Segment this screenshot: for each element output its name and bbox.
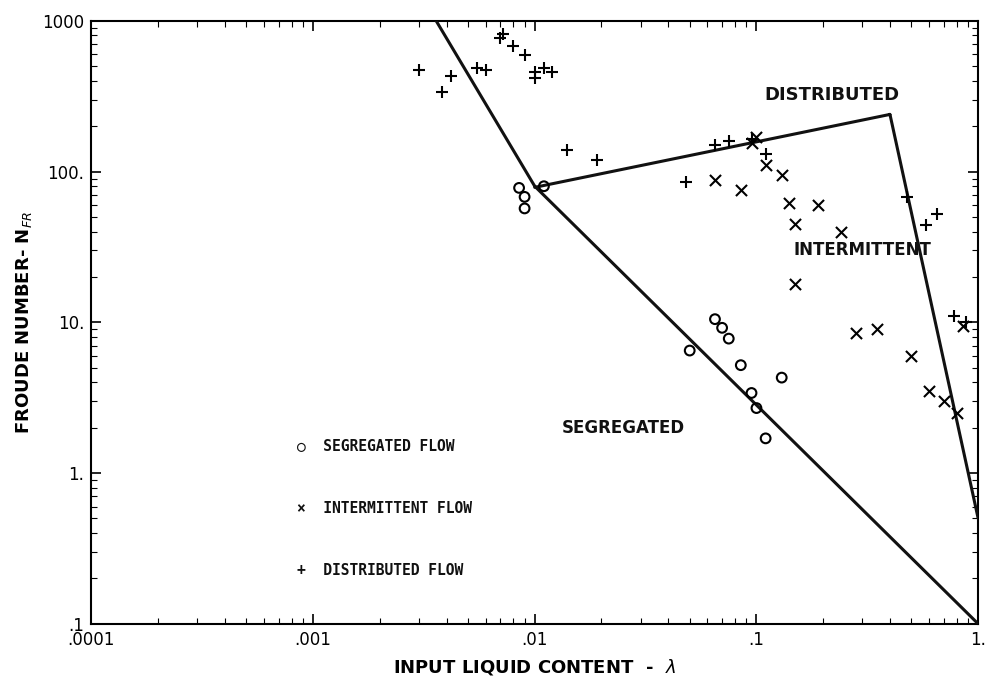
Point bbox=[411, 65, 427, 76]
Point bbox=[833, 226, 849, 237]
Point bbox=[758, 160, 774, 171]
Point bbox=[774, 169, 790, 180]
Point bbox=[492, 32, 508, 44]
Point bbox=[774, 372, 790, 383]
Point bbox=[744, 388, 760, 399]
Point bbox=[733, 185, 749, 196]
Text: SEGREGATED: SEGREGATED bbox=[561, 419, 685, 437]
Point bbox=[787, 278, 803, 290]
X-axis label: INPUT LIQUID CONTENT  -  $\lambda$: INPUT LIQUID CONTENT - $\lambda$ bbox=[393, 657, 676, 677]
Point bbox=[505, 41, 521, 52]
Text: INTERMITTENT: INTERMITTENT bbox=[793, 241, 931, 259]
Y-axis label: FROUDE NUMBER- N$_{FR}$: FROUDE NUMBER- N$_{FR}$ bbox=[14, 211, 34, 434]
Point bbox=[721, 333, 737, 344]
Point bbox=[517, 50, 533, 61]
Point bbox=[678, 177, 694, 188]
Point bbox=[946, 310, 962, 321]
Text: DISTRIBUTED: DISTRIBUTED bbox=[765, 86, 900, 104]
Point bbox=[559, 144, 575, 155]
Point bbox=[903, 350, 919, 361]
Point bbox=[434, 86, 450, 97]
Point bbox=[707, 174, 723, 185]
Point bbox=[527, 66, 543, 77]
Point bbox=[869, 323, 885, 334]
Point bbox=[949, 408, 965, 419]
Point bbox=[758, 433, 774, 444]
Point bbox=[748, 131, 764, 142]
Point bbox=[744, 133, 760, 144]
Point bbox=[744, 138, 760, 149]
Point bbox=[921, 386, 937, 397]
Point bbox=[748, 403, 764, 414]
Point bbox=[707, 140, 723, 151]
Point bbox=[899, 191, 915, 202]
Point bbox=[443, 70, 459, 82]
Point bbox=[707, 314, 723, 325]
Point bbox=[469, 62, 485, 73]
Point bbox=[787, 218, 803, 229]
Point bbox=[781, 198, 797, 209]
Text: ○  SEGREGATED FLOW: ○ SEGREGATED FLOW bbox=[297, 439, 455, 454]
Point bbox=[536, 62, 552, 73]
Point bbox=[517, 191, 533, 202]
Point bbox=[527, 72, 543, 83]
Text: +  DISTRIBUTED FLOW: + DISTRIBUTED FLOW bbox=[297, 563, 464, 578]
Point bbox=[714, 322, 730, 333]
Point bbox=[733, 359, 749, 370]
Point bbox=[955, 320, 971, 331]
Point bbox=[918, 220, 934, 231]
Point bbox=[721, 135, 737, 146]
Point bbox=[758, 149, 774, 160]
Point bbox=[517, 203, 533, 214]
Point bbox=[810, 200, 826, 211]
Point bbox=[848, 328, 864, 339]
Point bbox=[929, 209, 945, 220]
Point bbox=[544, 66, 560, 77]
Point bbox=[936, 396, 952, 407]
Text: ×  INTERMITTENT FLOW: × INTERMITTENT FLOW bbox=[297, 501, 472, 516]
Point bbox=[589, 154, 605, 165]
Point bbox=[495, 28, 511, 39]
Point bbox=[958, 317, 974, 328]
Point bbox=[682, 345, 698, 356]
Point bbox=[478, 65, 494, 76]
Point bbox=[511, 182, 527, 193]
Point bbox=[536, 181, 552, 192]
